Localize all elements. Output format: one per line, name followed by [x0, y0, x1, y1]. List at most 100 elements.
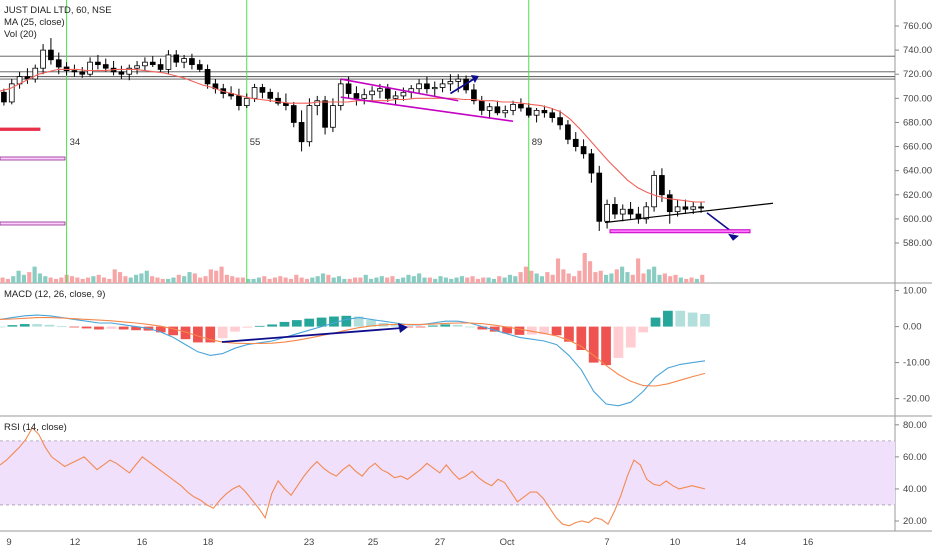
candle-body: [64, 67, 69, 71]
volume-bar: [332, 278, 336, 283]
volume-bar: [22, 275, 26, 283]
volume-bar: [567, 273, 571, 283]
time-tick-label: 23: [304, 537, 315, 548]
time-tick-label: 9: [6, 537, 11, 548]
time-tick-label: 7: [604, 537, 609, 548]
price-tick-label: 760.00: [903, 21, 932, 32]
candle-body: [612, 204, 617, 214]
time-tick-label: 14: [736, 537, 747, 548]
volume-bar: [577, 271, 581, 283]
macd-histogram-bar: [552, 327, 562, 336]
volume-bar: [337, 276, 341, 283]
volume-bar: [268, 279, 272, 283]
rsi-tick-label: 60.00: [903, 452, 927, 463]
volume-bar: [396, 279, 400, 283]
time-tick-label: 16: [803, 537, 814, 548]
price-tick-label: 700.00: [903, 93, 932, 104]
candle-body: [88, 62, 93, 74]
volume-bar: [460, 276, 464, 283]
volume-bar: [631, 275, 635, 283]
volume-bar: [401, 278, 405, 283]
candle-body: [291, 106, 296, 123]
macd-histogram-bar: [218, 327, 228, 339]
candle-body: [424, 84, 429, 89]
candle-body: [283, 103, 288, 105]
volume-bar: [241, 278, 245, 283]
volume-bar: [417, 273, 421, 283]
macd-histogram-bar: [45, 325, 55, 327]
candle-body: [675, 207, 680, 212]
price-tick-label: 740.00: [903, 45, 932, 56]
red-level-marker: [0, 128, 40, 131]
volume-bar: [412, 276, 416, 283]
volume-bar: [97, 275, 101, 283]
volume-bar: [481, 278, 485, 283]
volume-bar: [454, 278, 458, 283]
candle-body: [605, 204, 610, 221]
candle-body: [448, 81, 453, 83]
volume-bar: [17, 271, 21, 283]
candle-body: [72, 71, 77, 72]
volume-bar: [422, 278, 426, 283]
volume-bar: [54, 279, 58, 283]
volume-bar: [182, 276, 186, 283]
candle-body: [401, 92, 406, 96]
volume-bar: [113, 269, 117, 283]
candle-body: [307, 106, 312, 142]
volume-bar: [123, 276, 127, 283]
volume-bar: [219, 267, 223, 283]
macd-histogram-bar: [700, 314, 710, 327]
candle-body: [628, 209, 633, 214]
macd-histogram-bar: [638, 327, 648, 333]
volume-bar: [145, 271, 149, 283]
volume-bar: [236, 278, 240, 283]
time-tick-label: 10: [670, 537, 681, 548]
candle-body: [362, 95, 367, 99]
volume-bar: [620, 267, 624, 283]
candle-body: [236, 96, 241, 106]
volume-bar: [155, 278, 159, 283]
volume-bar: [406, 275, 410, 283]
rsi-band: [0, 441, 895, 505]
volume-bar: [59, 278, 63, 283]
volume-bar: [529, 271, 533, 283]
time-tick-label: 12: [70, 537, 81, 548]
candle-body: [417, 84, 422, 89]
candle-body: [142, 62, 147, 66]
macd-histogram-bar: [255, 326, 265, 327]
macd-histogram-bar: [651, 318, 661, 327]
macd-histogram-bar: [601, 327, 611, 366]
volume-bar: [689, 278, 693, 283]
volume-bar: [129, 278, 133, 283]
volume-bar: [75, 278, 79, 283]
volume-bar: [641, 273, 645, 283]
macd-histogram-bar: [292, 320, 302, 326]
volume-bar: [625, 272, 629, 283]
candle-body: [150, 62, 155, 64]
volume-bar: [139, 273, 143, 283]
macd-histogram-bar: [416, 327, 426, 328]
volume-bar: [289, 279, 293, 283]
price-tick-label: 580.00: [903, 238, 932, 249]
candle-body: [487, 107, 492, 111]
volume-bar: [358, 278, 362, 283]
macd-histogram-bar: [57, 326, 67, 327]
candle-body: [95, 62, 100, 64]
macd-histogram-bar: [82, 327, 92, 329]
volume-bar: [684, 279, 688, 283]
volume-bar: [6, 279, 10, 283]
volume-bar: [43, 276, 47, 283]
volume-bar: [326, 275, 330, 283]
volume-bar: [177, 275, 181, 283]
candle-body: [565, 125, 570, 139]
candle-body: [346, 84, 351, 94]
macd-histogram-bar: [675, 311, 685, 327]
candle-body: [699, 207, 704, 208]
volume-bar: [284, 278, 288, 283]
candle-body: [558, 118, 563, 125]
volume-bar: [11, 276, 15, 283]
volume-bar: [647, 269, 651, 283]
candle-body: [119, 72, 124, 74]
volume-bar: [198, 278, 202, 283]
